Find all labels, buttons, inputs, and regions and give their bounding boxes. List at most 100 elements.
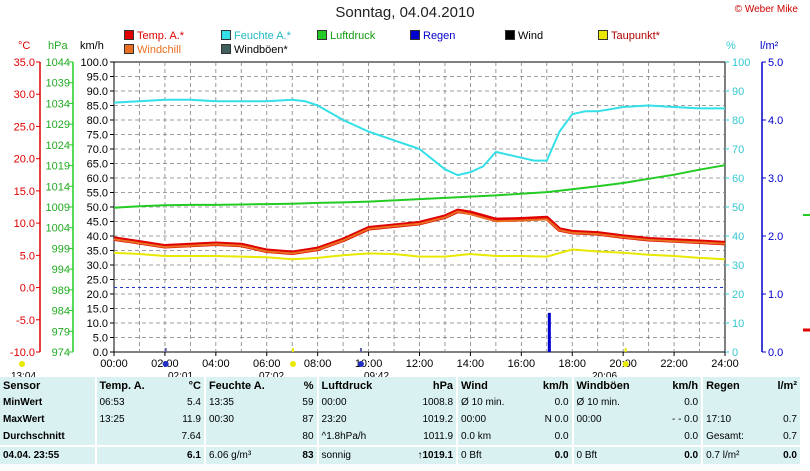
stats-header: hPa	[432, 379, 454, 392]
legend-label: Luftdruck	[330, 30, 376, 42]
stats-cell	[764, 394, 800, 411]
stats-cell: 00:00	[316, 394, 398, 411]
legend-label: Regen	[423, 30, 456, 42]
humidity-tick-label: 50	[732, 202, 744, 214]
stats-row-min: MinWert 06:53 5.4 13:35 59 00:00 1008.8 …	[0, 394, 800, 411]
wind-tick-label: 90.0	[87, 86, 108, 98]
pressure-tick-label: 1039	[46, 78, 70, 90]
wind-tick-label: 75.0	[87, 130, 108, 142]
pressure-tick-label: 1034	[46, 98, 70, 110]
x-tick-label: 18:00	[558, 358, 586, 370]
wind-tick-label: 10.0	[87, 318, 108, 330]
stats-cell: ^1.8hPa/h	[316, 428, 398, 446]
pressure-tick-label: 1024	[46, 140, 70, 152]
stats-cell: 1019.2	[422, 414, 454, 425]
x-tick-label: 06:00	[253, 358, 281, 370]
stats-cell: 0.0	[684, 431, 699, 442]
legend-item: Regen	[410, 30, 455, 42]
stats-cell: Durchschnitt	[3, 431, 65, 442]
stats-header: Feuchte A.	[203, 377, 293, 394]
x-tick-label: 22:00	[660, 358, 688, 370]
humidity-tick-label: 90	[732, 86, 744, 98]
stats-cell: sonnig	[316, 445, 398, 464]
legend-label: Taupunkt*	[611, 30, 660, 42]
wind-tick-label: 15.0	[87, 304, 108, 316]
stats-cell: 0.0	[554, 431, 569, 442]
stats-row-current: 04.04. 23:55 6.1 6.06 g/m³ 83 sonnig ↑10…	[0, 445, 800, 464]
stats-cell: 11.9	[182, 414, 201, 425]
rain-tick-label: 3.0	[768, 173, 783, 185]
legend-item: Windböen*	[221, 44, 288, 56]
wind-tick-label: 5.0	[93, 333, 108, 345]
stats-cell: 00:00	[456, 411, 528, 428]
temp-tick-label: 25.0	[14, 121, 35, 133]
x-tick-label: 00:00	[100, 358, 128, 370]
stats-cell	[571, 428, 657, 446]
stats-cell: 0.0	[764, 445, 800, 464]
series-line-feuchte-a	[113, 98, 725, 177]
humidity-unit: %	[726, 40, 736, 52]
wind-tick-label: 55.0	[87, 188, 108, 200]
rain-bar	[547, 312, 551, 352]
legend-label: Temp. A.*	[137, 30, 185, 42]
pressure-unit: hPa	[48, 40, 68, 52]
stats-cell: 0.7 l/m²	[701, 445, 765, 464]
wind-tick-label: 100.0	[80, 57, 108, 69]
moon-time-left: 13:04	[11, 371, 36, 382]
x-tick-label: 12:00	[406, 358, 434, 370]
event-marker	[622, 361, 629, 367]
stats-cell: 0.0 km	[456, 428, 528, 446]
pressure-tick-label: 979	[52, 326, 70, 338]
weather-chart: 35.0 30.0 25.0 20.0 15.0 10.0 5.0 0.0 -5.0 -10.0 1…	[10, 57, 810, 370]
chart-series	[113, 98, 726, 352]
humidity-tick-label: 10	[732, 318, 744, 330]
legend-swatch	[317, 30, 327, 40]
legend-item: Windchill	[124, 44, 181, 56]
stats-header: %	[303, 379, 314, 392]
x-tick-label: 08:00	[304, 358, 332, 370]
legend-swatch	[221, 30, 231, 40]
wind-tick-label: 40.0	[87, 231, 108, 243]
rain-tick-label: 1.0	[768, 289, 783, 301]
wind-tick-label: 70.0	[87, 144, 108, 156]
stats-cell	[94, 428, 169, 446]
stats-cell: 0.7	[783, 431, 797, 442]
event-marker	[162, 361, 169, 367]
stats-cell: 87	[302, 414, 314, 425]
stats-cell: 0.0	[527, 445, 573, 464]
stats-header: Wind	[456, 377, 528, 394]
temp-tick-label: 30.0	[14, 89, 35, 101]
wind-tick-label: 30.0	[87, 260, 108, 272]
rain-unit: l/m²	[760, 40, 779, 52]
stats-header: Windböen	[571, 377, 657, 394]
stats-cell: - - 0.0	[671, 414, 699, 425]
stats-cell: Gesamt:	[701, 428, 765, 446]
stats-cell: 06:53	[94, 394, 169, 411]
moon-event-1: 02:01	[168, 371, 193, 382]
humidity-tick-label: 60	[732, 173, 744, 185]
stats-cell: 13:35	[203, 394, 293, 411]
pressure-tick-label: 1004	[46, 223, 70, 235]
stats-cell: 0.0	[554, 397, 569, 408]
wind-tick-label: 25.0	[87, 275, 108, 287]
rain-tick-label: 2.0	[768, 231, 783, 243]
legend-item: Temp. A.*	[124, 30, 184, 42]
humidity-tick-label: 40	[732, 231, 744, 243]
stats-cell: 0.0	[656, 445, 703, 464]
temp-tick-label: 5.0	[20, 250, 35, 262]
wind-tick-label: 95.0	[87, 72, 108, 84]
temp-tick-label: 20.0	[14, 154, 35, 166]
rain-tick-label: 0.0	[768, 347, 783, 359]
legend-label: Wind	[518, 30, 544, 42]
stats-cell: 0 Bft	[571, 445, 657, 464]
stats-cell: 0 Bft	[456, 445, 528, 464]
stats-cell: 80	[302, 431, 314, 442]
right-edge-strip	[800, 0, 810, 471]
legend-item: Wind	[505, 30, 543, 42]
stats-cell: 0.7	[783, 414, 797, 425]
stats-header-row: Sensor Temp. A. °C Feuchte A. % Luftdruc…	[0, 377, 800, 394]
credit-label: © Weber Mike	[734, 4, 798, 15]
stats-header: Temp. A.	[94, 377, 169, 394]
stats-cell	[94, 445, 169, 464]
stats-header: Sensor	[3, 379, 41, 392]
